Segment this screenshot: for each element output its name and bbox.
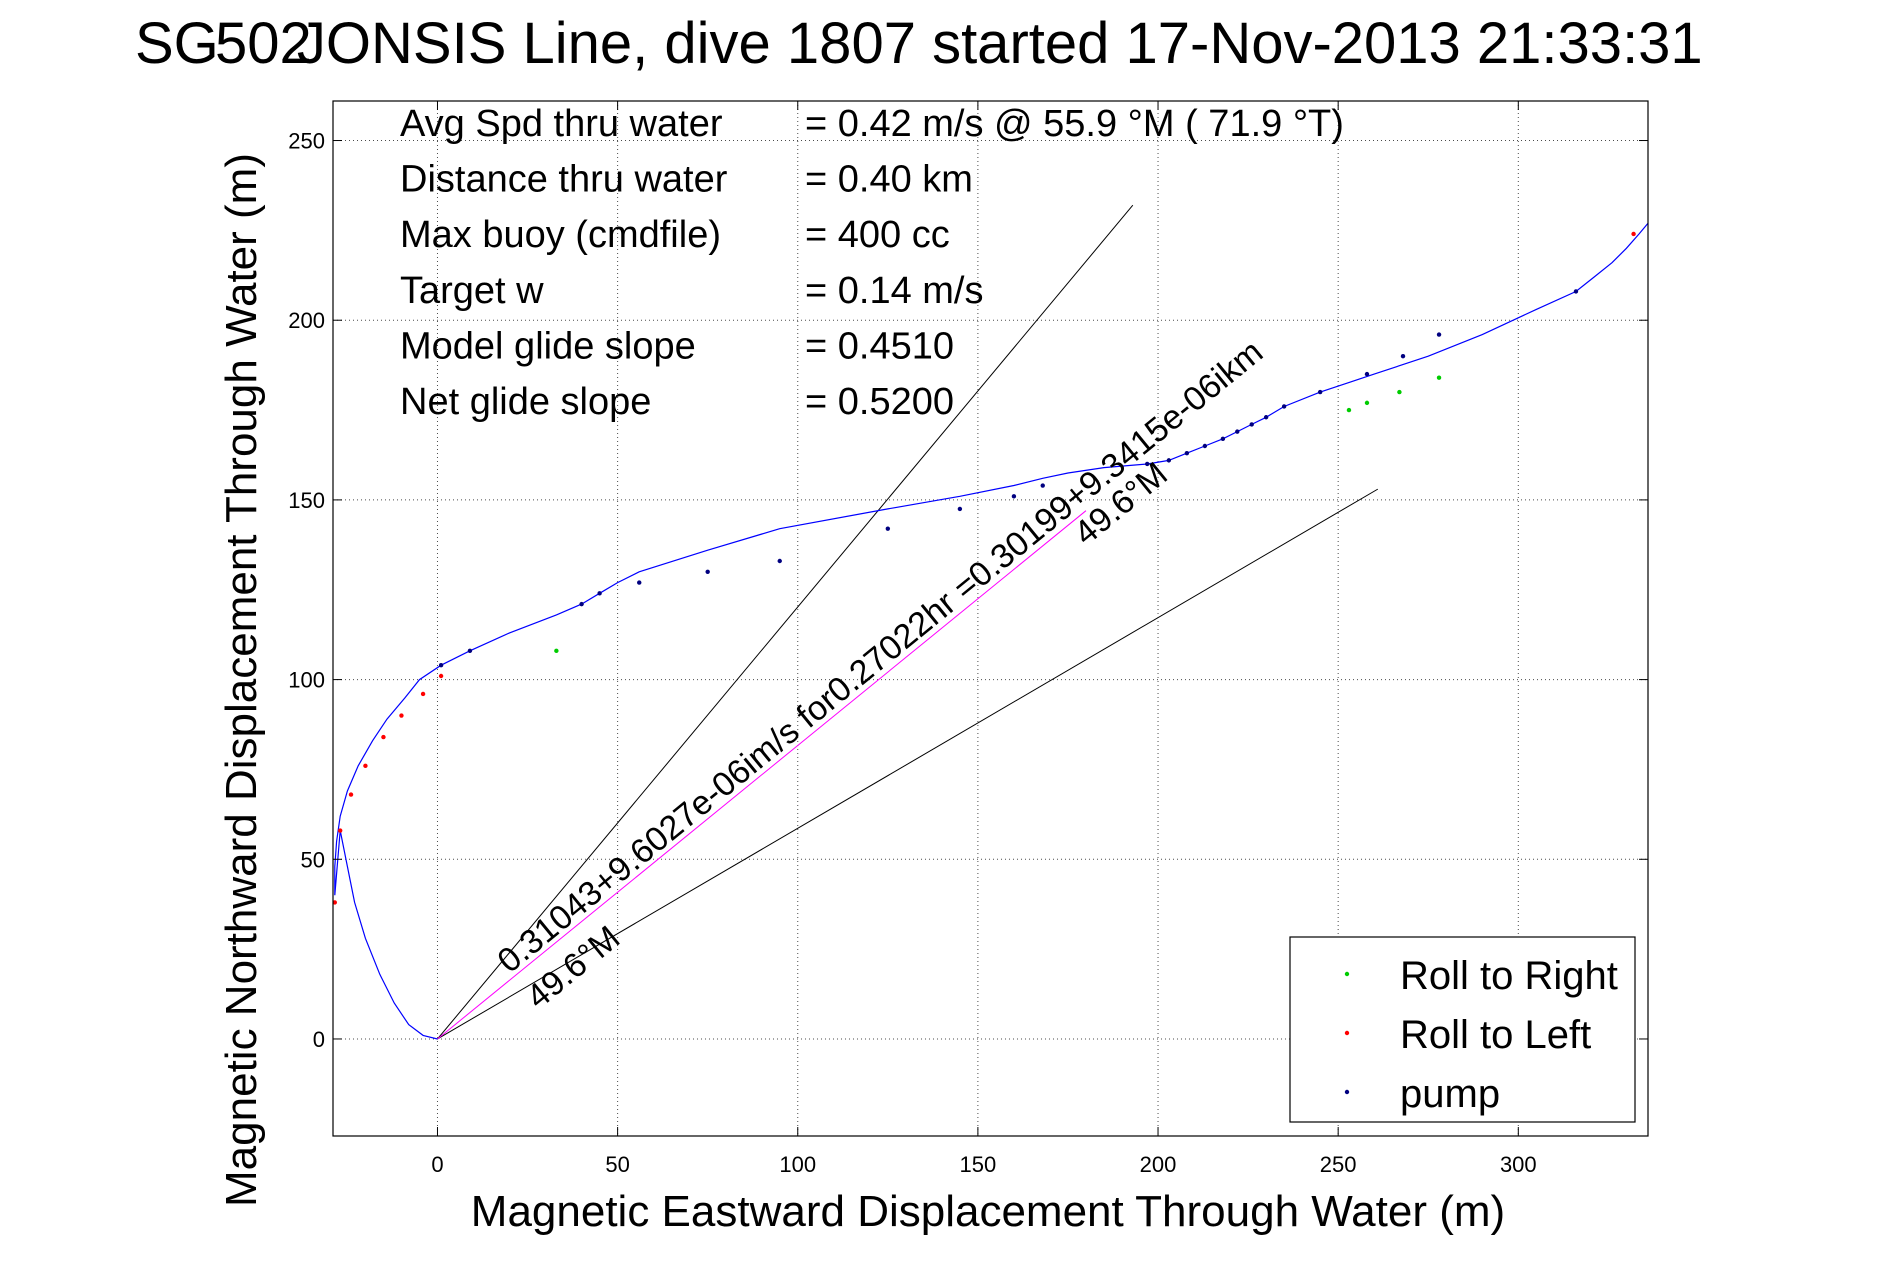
series <box>334 222 1649 1040</box>
roll-left-point <box>420 691 426 697</box>
pump-point <box>1249 422 1254 427</box>
y-tick-label: 150 <box>288 488 325 513</box>
roll-right-point <box>1364 400 1370 406</box>
roll-right-point <box>554 648 559 654</box>
roll-left-point <box>348 792 354 797</box>
roll-left-point <box>363 763 368 769</box>
legend: Roll to Right Roll to Left pump <box>1289 936 1636 1123</box>
title-prefix: SG <box>135 11 219 76</box>
pump-point <box>1317 389 1323 395</box>
stat-label: Distance thru water <box>400 159 728 201</box>
pump-point <box>777 558 782 564</box>
stat-value: = 0.5200 <box>805 381 954 423</box>
reference-line <box>437 510 1087 1040</box>
x-axis-label: Magnetic Eastward Displacement Through W… <box>471 1187 1505 1236</box>
y-tick-label: 100 <box>288 668 325 693</box>
pump-point <box>1573 289 1579 294</box>
stat-label: Avg Spd thru water <box>400 103 723 145</box>
title-rest: JONSIS Line, dive 1807 started 17-Nov-20… <box>281 11 1703 76</box>
markers <box>332 231 1636 905</box>
legend-label: Roll to Left <box>1400 1013 1591 1057</box>
reference-lines <box>437 204 1379 1040</box>
x-tick-label: 50 <box>605 1152 629 1177</box>
stat-value: = 0.14 m/s <box>805 270 983 312</box>
legend-marker <box>1344 1089 1350 1095</box>
legend-marker <box>1344 971 1350 977</box>
pump-point <box>885 526 891 531</box>
y-tick-label: 250 <box>288 129 325 154</box>
stat-label: Model glide slope <box>400 325 696 367</box>
pump-point <box>1235 429 1240 434</box>
x-tick-label: 200 <box>1140 1152 1177 1177</box>
pump-point <box>1263 415 1269 420</box>
stat-value: = 400 cc <box>805 214 950 256</box>
roll-right-point <box>1397 389 1402 395</box>
reference-line <box>437 488 1379 1040</box>
pump-point <box>1202 443 1208 449</box>
pump-point <box>579 601 584 607</box>
stat-label: Net glide slope <box>400 381 651 423</box>
legend-label: pump <box>1400 1072 1500 1116</box>
svg-text:SG JONSIS Line, dive 1807 star: SG JONSIS Line, dive 1807 started 17-Nov… <box>135 11 1703 76</box>
y-tick-label: 50 <box>301 847 325 872</box>
pump-point <box>637 580 642 585</box>
stats-panel: Avg Spd thru water = 0.42 m/s @ 55.9 °M (… <box>400 103 1344 423</box>
x-tick-label: 250 <box>1320 1152 1357 1177</box>
axes: 0 50 100 150 200 250 300 0 50 100 150 200 250 <box>288 100 1649 1177</box>
roll-left-point <box>381 734 386 740</box>
stat-label: Max buoy (cmdfile) <box>400 214 721 256</box>
legend-marker <box>1344 1030 1350 1036</box>
roll-left-point <box>338 828 343 833</box>
pump-point <box>1281 404 1287 409</box>
pump-point <box>1436 332 1442 337</box>
roll-left-point <box>332 900 338 905</box>
plot-frame <box>332 100 1649 1137</box>
pump-point <box>597 591 602 596</box>
pump-point <box>1364 371 1370 377</box>
title-overlap-digits: 502 <box>215 11 312 76</box>
x-tick-label: 300 <box>1500 1152 1537 1177</box>
roll-left-point <box>399 713 404 718</box>
roll-left-point <box>438 673 444 679</box>
pump-point <box>467 648 473 654</box>
roll-right-point <box>1436 375 1442 380</box>
grid <box>333 101 1648 1136</box>
y-axis-label: Magnetic Northward Displacement Through … <box>217 153 266 1207</box>
stat-label: Target w <box>400 270 544 312</box>
x-tick-label: 0 <box>431 1152 443 1177</box>
legend-label: Roll to Right <box>1400 954 1618 998</box>
series-line <box>334 222 1649 1040</box>
y-tick-label: 0 <box>313 1027 325 1052</box>
roll-right-point <box>1346 407 1352 413</box>
x-tick-label: 150 <box>960 1152 997 1177</box>
x-tick-label: 100 <box>779 1152 816 1177</box>
pump-point <box>1400 353 1406 359</box>
pump-point <box>1184 450 1190 456</box>
stat-value: = 0.42 m/s @ 55.9 °M ( 71.9 °T) <box>805 103 1344 145</box>
pump-point <box>1040 483 1045 488</box>
pump-point <box>705 569 710 574</box>
pump-point <box>1220 436 1226 442</box>
y-tick-label: 200 <box>288 308 325 333</box>
title: SG JONSIS Line, dive 1807 started 17-Nov… <box>135 11 1703 76</box>
roll-left-point <box>1631 231 1636 237</box>
stat-value: = 0.4510 <box>805 325 954 367</box>
pump-point <box>438 663 444 668</box>
pump-point <box>1011 494 1017 499</box>
stat-value: = 0.40 km <box>805 159 973 201</box>
pump-point <box>957 506 963 512</box>
pump-point <box>1145 461 1150 467</box>
reference-line <box>437 204 1134 1040</box>
pump-point <box>1166 458 1172 463</box>
